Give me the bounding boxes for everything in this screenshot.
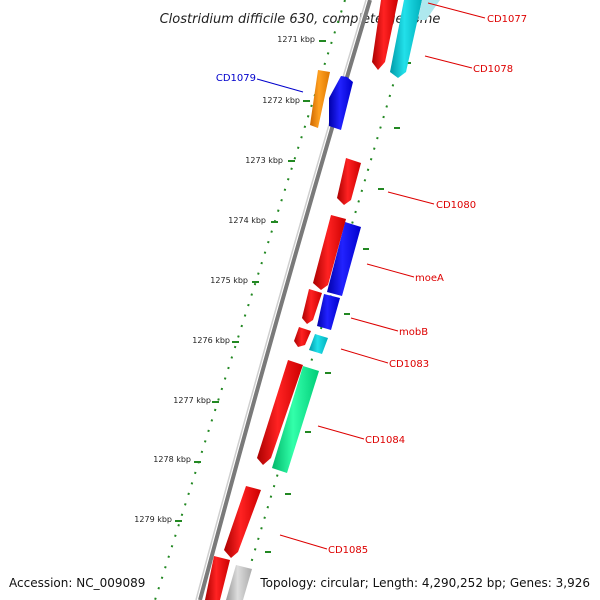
gene-cd1085[interactable] [224, 486, 261, 558]
callout-cd1085 [279, 534, 328, 550]
gene-cd1083-red[interactable] [294, 327, 311, 347]
tick-labels: 1271 kbp 1272 kbp 1273 kbp 1274 kbp 1275… [134, 35, 315, 524]
tick-label-1273: 1273 kbp [245, 156, 283, 165]
callout-cd1084 [317, 425, 365, 440]
tick-label-1277: 1277 kbp [173, 396, 211, 405]
tick-label-1271: 1271 kbp [277, 35, 315, 44]
gene-moea[interactable] [327, 222, 361, 296]
accession-text: Accession: NC_009089 [9, 576, 145, 590]
genes-forward-strand [226, 0, 440, 600]
label-moea[interactable]: moeA [415, 273, 444, 284]
label-cd1084[interactable]: CD1084 [365, 435, 405, 446]
label-cd1083[interactable]: CD1083 [389, 359, 429, 370]
topology-text: Topology: circular; Length: 4,290,252 bp… [259, 576, 590, 590]
gene-bottom-gray[interactable] [226, 565, 252, 600]
tick-label-1275: 1275 kbp [210, 276, 248, 285]
inner-ticks [265, 62, 411, 553]
genes-reverse-strand [205, 0, 398, 600]
label-cd1085[interactable]: CD1085 [328, 545, 368, 556]
label-mobb[interactable]: mobB [399, 327, 428, 338]
gene-cd1078[interactable] [390, 0, 422, 78]
gene-moea-red[interactable] [313, 215, 346, 290]
gene-cd1084-red[interactable] [257, 360, 303, 465]
callout-lines [279, 2, 486, 550]
tick-label-1272: 1272 kbp [262, 96, 300, 105]
gene-mobb-red[interactable] [302, 289, 322, 324]
callout-cd1083 [340, 348, 389, 364]
gene-cd1083[interactable] [309, 334, 328, 354]
tick-label-1276: 1276 kbp [192, 336, 230, 345]
tick-label-1278: 1278 kbp [153, 455, 191, 464]
gene-labels: CD1077 CD1078 CD1079 CD1080 moeA mobB CD… [216, 14, 527, 556]
label-cd1079[interactable]: CD1079 [216, 73, 256, 84]
gene-cd1077[interactable] [372, 0, 398, 70]
callout-cd1077 [427, 2, 486, 19]
callout-cd1080 [387, 191, 435, 205]
tick-label-1279: 1279 kbp [134, 515, 172, 524]
gene-cd1080[interactable] [337, 158, 361, 205]
gene-mobb[interactable] [317, 294, 340, 330]
callout-mobb [350, 317, 399, 332]
label-cd1080[interactable]: CD1080 [436, 200, 476, 211]
callout-cd1078 [424, 55, 473, 69]
inner-tick-ring [239, 0, 419, 600]
major-ticks [175, 40, 326, 522]
map-title: Clostridium difficile 630, complete geno… [160, 12, 441, 27]
gene-cd1084[interactable] [272, 366, 319, 473]
gene-cd1079[interactable] [310, 70, 330, 128]
gene-bottom-red[interactable] [205, 556, 230, 600]
tick-label-1274: 1274 kbp [228, 216, 266, 225]
label-cd1078[interactable]: CD1078 [473, 64, 513, 75]
callout-moea [366, 263, 415, 278]
label-cd1077[interactable]: CD1077 [487, 14, 527, 25]
gene-cd1079-forward[interactable] [329, 76, 353, 130]
callout-cd1079 [256, 78, 304, 93]
